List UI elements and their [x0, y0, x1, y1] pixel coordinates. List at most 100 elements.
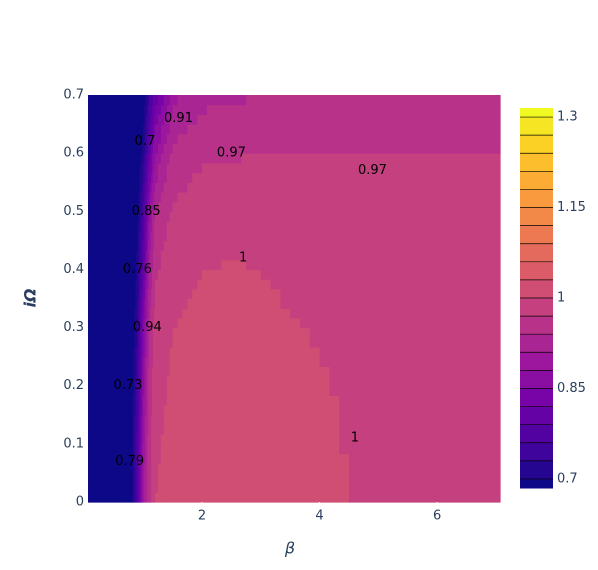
contour-cell [427, 492, 438, 503]
contour-cell [88, 317, 94, 329]
contour-cell [145, 124, 147, 135]
contour-cell [358, 95, 370, 106]
contour-cell [216, 288, 223, 300]
contour-cell [299, 259, 311, 271]
contour-cell [134, 405, 137, 416]
contour-cell [368, 269, 379, 280]
contour-cell [152, 250, 154, 261]
contour-cell [290, 250, 301, 261]
contour-cell [109, 269, 116, 280]
contour-cell [153, 327, 155, 338]
contour-cell [358, 104, 370, 115]
contour-cell [221, 356, 228, 367]
contour-cell [103, 182, 110, 193]
contour-cell [150, 385, 152, 397]
contour-cell [290, 317, 301, 329]
contour-cell [368, 124, 379, 135]
contour-cell [151, 259, 153, 271]
contour-cell [149, 482, 151, 493]
contour-cell [146, 114, 148, 125]
contour-cell [98, 366, 105, 377]
contour-cell [246, 424, 252, 435]
contour-cell [138, 182, 140, 193]
contour-cell [192, 472, 198, 484]
contour-cell [133, 240, 136, 251]
contour-cell [145, 395, 147, 406]
contour-cell [206, 443, 213, 455]
contour-cell [109, 240, 116, 251]
contour-cell [93, 95, 100, 106]
contour-cell [163, 230, 168, 241]
contour-cell [368, 376, 379, 387]
contour-cell [146, 385, 148, 397]
contour-cell [157, 182, 162, 193]
contour-cell [489, 279, 501, 290]
contour-cell [142, 182, 144, 193]
contour-cell [114, 414, 121, 426]
contour-cell [378, 201, 389, 212]
contour-cell [150, 104, 152, 115]
contour-cell [163, 395, 168, 406]
contour-cell [151, 395, 153, 406]
contour-cell [309, 279, 321, 290]
contour-cell [236, 346, 242, 358]
contour-cell [103, 279, 110, 290]
contour-cell [468, 327, 480, 338]
contour-cell [163, 288, 168, 300]
contour-cell [144, 182, 146, 193]
contour-cell [163, 482, 168, 493]
contour-cell [177, 463, 184, 474]
contour-cell [98, 133, 105, 145]
contour-cell [98, 453, 105, 464]
contour-cell [216, 298, 223, 309]
contour-cell [280, 201, 291, 212]
contour-cell [169, 288, 174, 300]
contour-cell [358, 288, 370, 300]
contour-cell [88, 259, 94, 271]
contour-cell [260, 201, 272, 212]
contour-cell [125, 395, 129, 406]
contour-cell [211, 153, 218, 164]
contour-cell [142, 124, 144, 135]
contour-cell [157, 453, 162, 464]
contour-cell [141, 172, 143, 183]
contour-cell [127, 211, 131, 222]
contour-cell [163, 153, 168, 164]
contour-cell [98, 104, 105, 115]
contour-cell [98, 220, 105, 232]
contour-cell [103, 104, 110, 115]
contour-cell [479, 279, 491, 290]
contour-cell [339, 104, 350, 115]
contour-cell [143, 337, 145, 348]
contour-cell [270, 279, 281, 290]
contour-cell [163, 327, 168, 338]
contour-cell [98, 327, 105, 338]
contour-cell [132, 124, 135, 135]
contour-cell [427, 482, 438, 493]
contour-cell [458, 492, 470, 503]
contour-cell [339, 124, 350, 135]
contour-cell [216, 250, 223, 261]
contour-cell [141, 298, 143, 309]
contour-cell [127, 424, 131, 435]
contour-cell [437, 124, 449, 135]
contour-cell [489, 376, 501, 387]
contour-cell [339, 472, 350, 484]
contour-cell [226, 443, 233, 455]
contour-cell [319, 366, 330, 377]
contour-cell [246, 482, 252, 493]
contour-cell [123, 443, 127, 455]
contour-cell [489, 240, 501, 251]
contour-cell [139, 153, 141, 164]
contour-cell [231, 298, 237, 309]
contour-cell [202, 376, 208, 387]
contour-cell [260, 472, 272, 484]
contour-cell [127, 472, 131, 484]
contour-cell [137, 201, 139, 212]
contour-cell [137, 220, 139, 232]
contour-cell [148, 424, 150, 435]
contour-cell [299, 114, 311, 125]
contour-cell [241, 114, 247, 125]
contour-cell [109, 453, 116, 464]
contour-cell [489, 308, 501, 319]
